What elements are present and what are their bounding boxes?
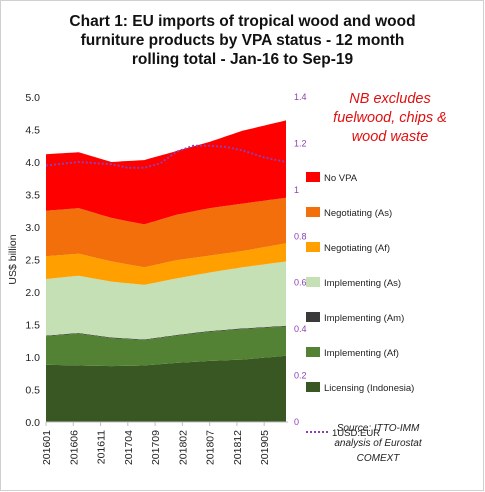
axes: 0.0 0.5 1.0 1.5 2.0 2.5 3.0 3.5 4.0 4.5 5.0 0 0.2 0.4… [7, 92, 307, 465]
y-tick-label: 3.0 [25, 222, 40, 234]
legend-label: No VPA [324, 173, 358, 184]
y2-tick-label: 1.2 [294, 138, 307, 148]
source-note-line: Source: ITTO-IMM [337, 423, 420, 434]
annotations: NB excludes fuelwood, chips & wood waste So… [333, 91, 447, 464]
legend-label: Implementing (Af) [324, 348, 399, 359]
legend-fx-label: 1USD:EUR [332, 428, 380, 439]
legend-label: Negotiating (As) [324, 208, 392, 219]
y-tick-label: 5.0 [25, 92, 40, 104]
legend-label: Implementing (As) [324, 278, 401, 289]
legend-label: Licensing (Indonesia) [324, 383, 414, 394]
legend-label: Negotiating (Af) [324, 243, 390, 254]
source-note-line: COMEXT [357, 453, 401, 464]
legend-swatch [306, 172, 320, 182]
legend-swatch [306, 207, 320, 217]
y2-tick-label: 0 [294, 417, 299, 427]
x-tick-label: 201606 [68, 430, 80, 465]
y-tick-label: 4.5 [25, 125, 40, 137]
y2-tick-label: 0.2 [294, 371, 307, 381]
y2-tick-label: 0.6 [294, 278, 307, 288]
chart-title-line-1: Chart 1: EU imports of tropical wood and… [69, 13, 416, 30]
x-tick-label: 201807 [205, 430, 217, 465]
x-tick-label: 201704 [123, 430, 135, 465]
area-series-1 [46, 326, 286, 367]
y-tick-label: 3.5 [25, 190, 40, 202]
chart-title-line-2: furniture products by VPA status - 12 mo… [80, 32, 405, 49]
legend-swatch [306, 277, 320, 287]
x-tick-label: 201905 [259, 430, 271, 465]
legend-swatch [306, 312, 320, 322]
legend-label: Implementing (Am) [324, 313, 404, 324]
x-tick-label: 201601 [41, 430, 53, 465]
y-tick-label: 0.5 [25, 385, 40, 397]
y2-tick-label: 0.4 [294, 324, 307, 334]
legend-swatch [306, 382, 320, 392]
y-tick-label: 1.0 [25, 352, 40, 364]
y-tick-label: 2.5 [25, 255, 40, 267]
x-tick-label: 201802 [177, 430, 189, 465]
x-tick-label: 201812 [232, 430, 244, 465]
y-axis-label: US$ billion [7, 234, 19, 284]
x-tick-label: 201709 [150, 430, 162, 465]
y2-tick-label: 0.8 [294, 231, 307, 241]
stacked-areas [46, 120, 286, 422]
x-tick-label: 201611 [96, 430, 108, 464]
legend-swatch [306, 347, 320, 357]
nb-annotation-line: wood waste [352, 129, 429, 145]
area-series-3 [46, 261, 286, 340]
source-note-line: analysis of Eurostat [334, 438, 422, 449]
y2-tick-label: 1.4 [294, 92, 307, 102]
y-tick-label: 1.5 [25, 320, 40, 332]
area-series-0 [46, 355, 286, 422]
chart-title: Chart 1: EU imports of tropical wood and… [0, 12, 485, 69]
nb-annotation-line: NB excludes [349, 91, 430, 107]
area-series-5 [46, 197, 286, 268]
y-tick-label: 4.0 [25, 157, 40, 169]
area-series-4 [46, 243, 286, 285]
nb-annotation-line: fuelwood, chips & [333, 110, 447, 126]
legend-swatch [306, 242, 320, 252]
fx-line-group [45, 144, 287, 169]
y-tick-label: 2.0 [25, 287, 40, 299]
y2-tick-label: 1 [294, 185, 299, 195]
y-tick-label: 0.0 [25, 417, 40, 429]
area-series-2 [46, 325, 286, 341]
legend: No VPA Negotiating (As) Negotiating (Af) Im… [306, 172, 414, 439]
fx-line [45, 144, 287, 169]
chart-title-line-3: rolling total - Jan-16 to Sep-19 [131, 51, 354, 68]
